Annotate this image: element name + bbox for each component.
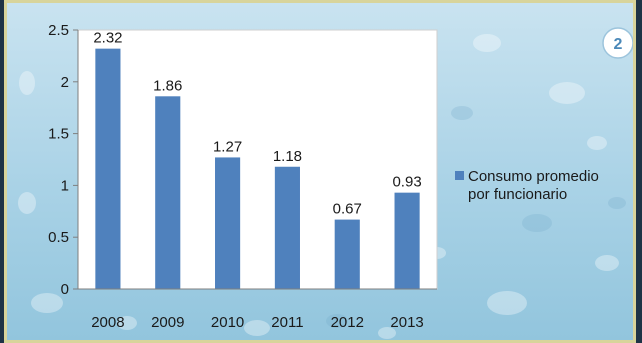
x-tick-label: 2009 [151,314,184,331]
data-labels: 2.32 1.86 1.27 1.18 0.67 0.93 [93,30,421,218]
data-label-2010: 1.27 [213,138,242,155]
x-axis: 2008 2009 2010 2011 2012 2013 [78,288,437,331]
legend-label-line-1: Consumo promedio [468,168,599,185]
plot-area [77,29,438,290]
bar-2013 [394,192,420,289]
x-tick-label: 2011 [271,314,303,331]
data-label-2012: 0.67 [333,201,362,218]
page-badge: 2 [602,27,633,59]
legend-swatch [455,171,464,180]
slide-frame: 0 0.5 1 1.5 2 2.5 2.32 1.86 1.27 1.18 0.67 0.93 20… [4,0,636,343]
bar-2011 [274,166,300,289]
bar-2008 [95,48,121,290]
data-label-2008: 2.32 [93,30,122,47]
data-label-2013: 0.93 [392,174,421,191]
bar-2009 [155,96,181,289]
y-tick-label: 0.5 [48,229,69,246]
bars [95,48,420,290]
data-label-2009: 1.86 [153,77,182,94]
x-tick-label: 2008 [91,314,124,331]
bar-2010 [215,157,241,289]
x-tick-label: 2013 [390,314,423,331]
x-tick-label: 2010 [211,314,244,331]
y-tick-label: 1 [61,177,69,194]
bar-2012 [334,219,360,289]
legend-label-line-2: por funcionario [468,186,567,203]
data-label-2011: 1.18 [273,148,302,165]
page-badge-number: 2 [614,36,623,53]
y-tick-label: 2 [61,74,69,91]
legend: Consumo promedio por funcionario [455,168,599,203]
y-tick-label: 0 [61,281,69,298]
y-tick-label: 2.5 [48,22,69,39]
x-tick-label: 2012 [331,314,364,331]
y-axis: 0 0.5 1 1.5 2 2.5 [48,22,79,298]
bar-chart: 00.511.522.5 2.321.861.271.180.670.93 20… [48,22,633,331]
y-tick-label: 1.5 [48,126,69,143]
